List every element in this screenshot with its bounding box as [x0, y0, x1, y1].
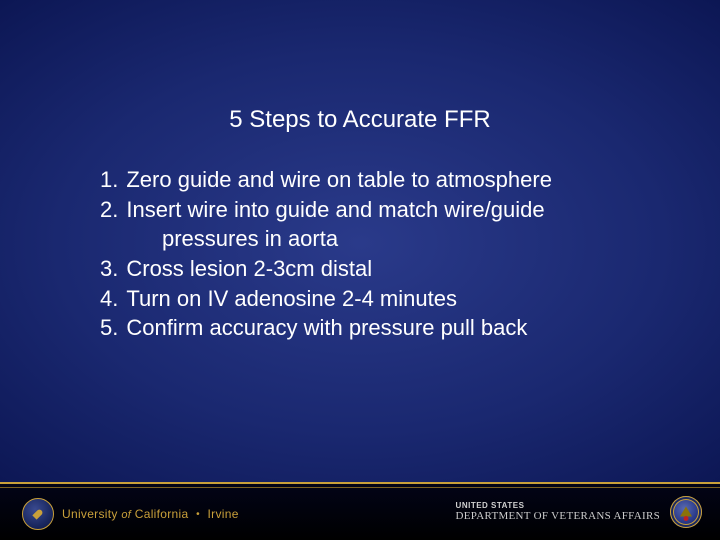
list-item: pressures in aorta	[100, 224, 660, 254]
item-number: 3.	[100, 254, 118, 284]
item-text: Zero guide and wire on table to atmosphe…	[126, 165, 660, 195]
item-number: 1.	[100, 165, 118, 195]
uci-word-university: University	[62, 507, 118, 521]
uci-wordmark: University of California • Irvine	[62, 507, 239, 521]
list-item: 4. Turn on IV adenosine 2-4 minutes	[100, 284, 660, 314]
separator-dot-icon: •	[196, 509, 200, 520]
item-text: Cross lesion 2-3cm distal	[126, 254, 660, 284]
footer-divider-secondary	[0, 487, 720, 488]
va-text-line2: DEPARTMENT OF VETERANS AFFAIRS	[456, 510, 660, 523]
item-number: 5.	[100, 313, 118, 343]
slide-container: 5 Steps to Accurate FFR 1. Zero guide an…	[0, 0, 720, 540]
uci-word-of: of	[121, 509, 131, 521]
item-text-continuation: pressures in aorta	[100, 224, 660, 254]
uci-seal-icon	[22, 498, 54, 530]
va-text-line1: UNITED STATES	[456, 501, 525, 510]
footer-left-logo: University of California • Irvine	[22, 498, 239, 530]
item-text: Confirm accuracy with pressure pull back	[126, 313, 660, 343]
uci-word-irvine: Irvine	[208, 507, 239, 521]
va-seal-icon	[670, 496, 702, 528]
list-item: 3. Cross lesion 2-3cm distal	[100, 254, 660, 284]
list-item: 1. Zero guide and wire on table to atmos…	[100, 165, 660, 195]
item-text: Turn on IV adenosine 2-4 minutes	[126, 284, 660, 314]
footer-divider	[0, 482, 720, 484]
item-number: 2.	[100, 195, 118, 225]
list-item: 5. Confirm accuracy with pressure pull b…	[100, 313, 660, 343]
slide-title: 5 Steps to Accurate FFR	[0, 106, 720, 134]
va-wordmark: UNITED STATES DEPARTMENT OF VETERANS AFF…	[456, 501, 660, 523]
list-item: 2. Insert wire into guide and match wire…	[100, 195, 660, 225]
steps-list: 1. Zero guide and wire on table to atmos…	[100, 165, 660, 343]
slide-footer: University of California • Irvine UNITED…	[0, 482, 720, 540]
item-text: Insert wire into guide and match wire/gu…	[126, 195, 660, 225]
item-number: 4.	[100, 284, 118, 314]
uci-word-california: California	[135, 507, 189, 521]
footer-right-logo: UNITED STATES DEPARTMENT OF VETERANS AFF…	[456, 496, 702, 528]
